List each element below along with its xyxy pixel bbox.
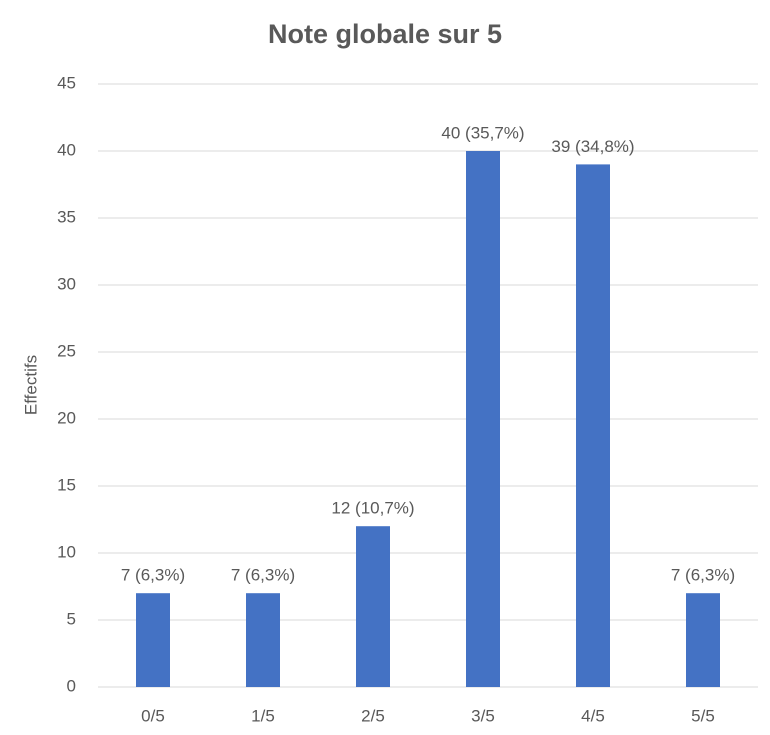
x-tick-label: 5/5: [691, 706, 715, 725]
data-label: 7 (6,3%): [671, 566, 735, 585]
y-tick-label: 25: [57, 341, 76, 360]
bar: [246, 593, 280, 687]
data-label: 7 (6,3%): [231, 566, 295, 585]
y-tick-label: 10: [57, 542, 76, 561]
y-tick-label: 0: [67, 676, 76, 695]
y-tick-label: 45: [57, 73, 76, 92]
chart-title: Note globale sur 5: [268, 19, 502, 49]
bar: [466, 151, 500, 687]
x-tick-label: 0/5: [141, 706, 165, 725]
data-label: 12 (10,7%): [331, 499, 414, 518]
y-tick-label: 15: [57, 475, 76, 494]
bar: [356, 526, 390, 687]
bar: [136, 593, 170, 687]
y-axis-label: Effectifs: [21, 355, 40, 415]
data-label: 7 (6,3%): [121, 566, 185, 585]
y-tick-label: 40: [57, 140, 76, 159]
data-label: 39 (34,8%): [551, 137, 634, 156]
x-tick-label: 3/5: [471, 706, 495, 725]
y-tick-label: 5: [67, 609, 76, 628]
y-tick-label: 20: [57, 408, 76, 427]
bar: [576, 164, 610, 687]
y-tick-label: 30: [57, 274, 76, 293]
y-tick-label: 35: [57, 207, 76, 226]
x-tick-label: 4/5: [581, 706, 605, 725]
bar: [686, 593, 720, 687]
x-tick-label: 2/5: [361, 706, 385, 725]
data-label: 40 (35,7%): [441, 123, 524, 142]
x-tick-label: 1/5: [251, 706, 275, 725]
